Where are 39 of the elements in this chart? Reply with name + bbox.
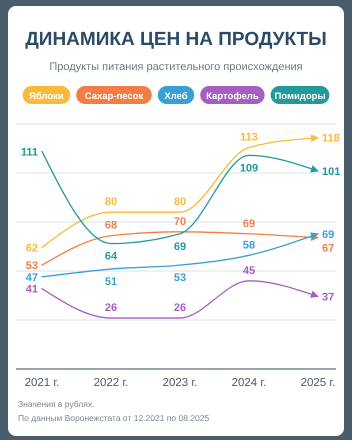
x-tick-label: 2022 г. [94, 377, 128, 389]
data-label: 80 [104, 196, 118, 208]
data-label: 80 [174, 196, 186, 208]
data-label: 101 [322, 166, 340, 178]
data-label: 47 [26, 272, 38, 284]
data-label: 26 [104, 302, 118, 314]
data-label: 53 [26, 260, 38, 272]
x-tick-label: 2023 г. [162, 377, 198, 389]
data-label: 68 [104, 220, 118, 232]
x-tick-label: 2024 г. [232, 377, 266, 389]
data-label: 69 [174, 240, 186, 253]
data-label: 69 [322, 228, 334, 241]
text: Яблоки [29, 91, 64, 102]
data-label: 69 [242, 218, 256, 230]
text: Хлеб [164, 91, 188, 102]
x-tick-label: 2021 г. [24, 377, 60, 389]
data-label: 67 [322, 242, 334, 255]
data-label: 70 [174, 216, 186, 228]
text: По данным Воронежстата от 12.2021 по 08.2025 [18, 413, 210, 423]
text: Значения в рублях. [18, 399, 94, 409]
text: Картофель [206, 91, 259, 102]
data-label: 109 [240, 162, 258, 174]
data-label: 45 [242, 264, 256, 277]
x-tick-label: 2025 г. [300, 377, 336, 389]
text: Сахар-песок [84, 91, 144, 102]
data-label: 62 [26, 242, 38, 254]
data-label: 118 [322, 132, 340, 145]
data-label: 37 [322, 291, 334, 304]
chart-subtitle: Продукты питания растительного происхождения [49, 61, 303, 73]
data-label: 58 [242, 239, 256, 252]
data-label: 26 [174, 302, 186, 314]
data-label: 41 [26, 284, 38, 296]
data-label: 64 [104, 250, 118, 263]
data-label: 53 [174, 272, 186, 284]
data-label: 113 [240, 132, 258, 144]
text: Помидоры [274, 91, 326, 102]
data-label: 51 [104, 276, 118, 288]
chart-title: ДИНАМИКА ЦЕН НА ПРОДУКТЫ [25, 29, 327, 50]
data-label: 111 [20, 146, 38, 158]
